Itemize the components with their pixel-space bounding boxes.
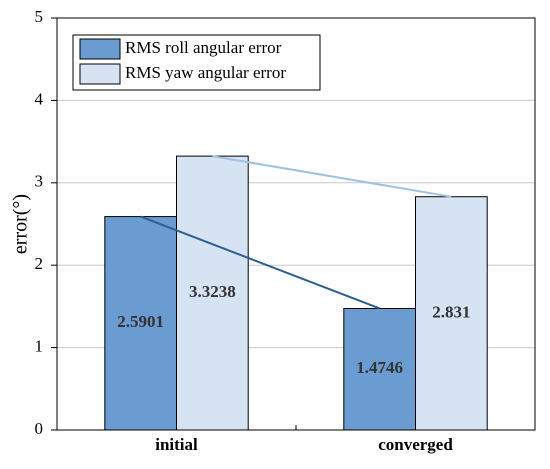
legend-swatch xyxy=(79,38,121,60)
y-tick-label: 2 xyxy=(35,254,44,273)
trend-line xyxy=(140,215,381,310)
legend-swatch xyxy=(79,63,121,85)
y-tick-label: 0 xyxy=(35,419,44,438)
value-label: 2.831 xyxy=(432,302,470,321)
y-axis-label: error(°) xyxy=(10,194,32,254)
legend-label: RMS yaw angular error xyxy=(125,63,286,82)
value-label: 1.4746 xyxy=(356,358,403,377)
legend-label: RMS roll angular error xyxy=(125,38,282,57)
x-tick-label: converged xyxy=(378,435,453,454)
bar xyxy=(343,307,416,431)
trend-line xyxy=(212,155,452,198)
y-tick-label: 3 xyxy=(35,172,44,191)
y-tick-label: 1 xyxy=(35,337,44,356)
value-label: 2.5901 xyxy=(117,312,164,331)
y-tick-label: 5 xyxy=(35,7,44,26)
value-label: 3.3238 xyxy=(189,282,236,301)
bar xyxy=(104,216,177,431)
y-tick-label: 4 xyxy=(35,89,44,108)
plot-frame xyxy=(56,17,536,431)
x-tick-label: initial xyxy=(155,435,198,454)
